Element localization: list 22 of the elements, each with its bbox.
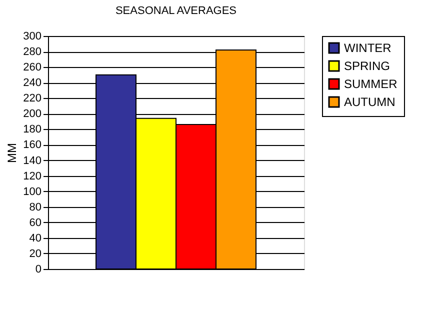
chart-title: SEASONAL AVERAGES xyxy=(115,5,237,17)
y-tick-label: 40 xyxy=(29,232,42,244)
legend-label: SUMMER xyxy=(344,77,398,91)
y-tick-label: 60 xyxy=(29,216,42,229)
y-tick-label: 120 xyxy=(23,170,42,182)
y-tick-label: 0 xyxy=(35,264,42,276)
legend-label: WINTER xyxy=(344,41,392,55)
legend-label: SPRING xyxy=(344,59,390,73)
y-tick-label: 280 xyxy=(23,46,42,58)
y-tick-label: 260 xyxy=(23,62,42,74)
y-tick-label: 300 xyxy=(23,30,42,42)
y-tick-label: 160 xyxy=(23,139,42,152)
y-tick-label: 220 xyxy=(23,92,42,105)
y-tick-label: 140 xyxy=(23,154,42,167)
y-tick-label: 180 xyxy=(23,124,42,136)
y-tick-label: 20 xyxy=(29,248,42,260)
y-tick-label: 240 xyxy=(23,77,42,90)
y-tick-label: 100 xyxy=(23,186,42,198)
y-tick-label: 80 xyxy=(29,201,42,214)
y-tick-label: 200 xyxy=(23,108,42,120)
legend-label: AUTUMN xyxy=(344,95,396,109)
y-axis-title: MM xyxy=(5,143,20,163)
